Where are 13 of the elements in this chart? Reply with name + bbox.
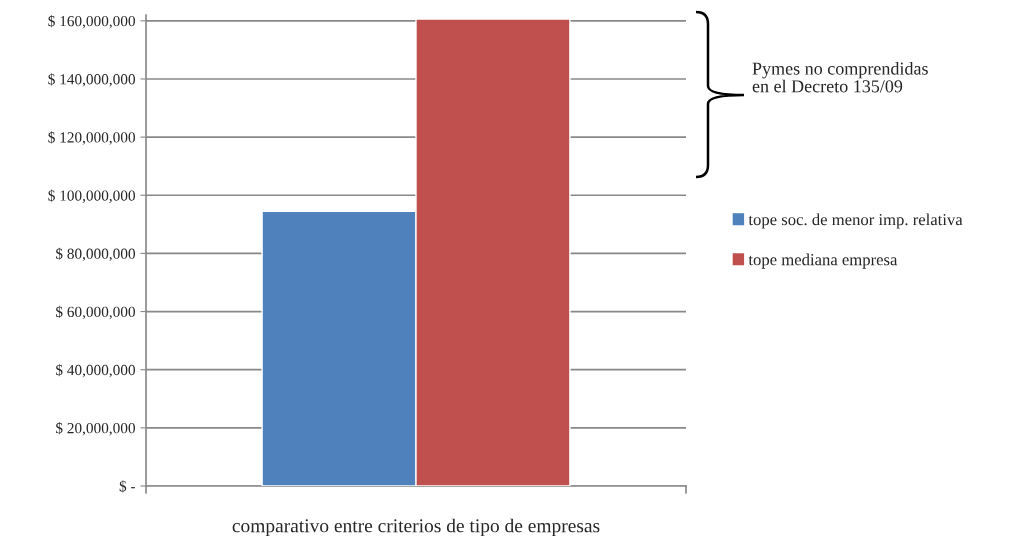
y-tick-label: $ 40,000,000 — [56, 363, 135, 378]
y-tick-label: $ - — [119, 480, 136, 493]
y-tick-label: $ 60,000,000 — [56, 305, 135, 320]
y-tick-label: $ 120,000,000 — [48, 131, 135, 145]
text: Pymes no comprendidas en el Decreto 135/09 — [752, 62, 928, 93]
x-axis-title: comparativo entre criterios de tipo de empresas — [232, 518, 600, 536]
y-tick-label: $ 100,000,000 — [48, 189, 135, 203]
legend-label: tope mediana empresa — [748, 253, 898, 269]
y-tick-label: $ 140,000,000 — [48, 73, 135, 87]
y-tick-label: $ 20,000,000 — [56, 422, 135, 436]
y-tick-label: $ 160,000,000 — [48, 15, 135, 29]
y-tick-label: $ 80,000,000 — [56, 247, 135, 262]
legend-label: tope soc. de menor imp. relativa — [748, 213, 963, 229]
